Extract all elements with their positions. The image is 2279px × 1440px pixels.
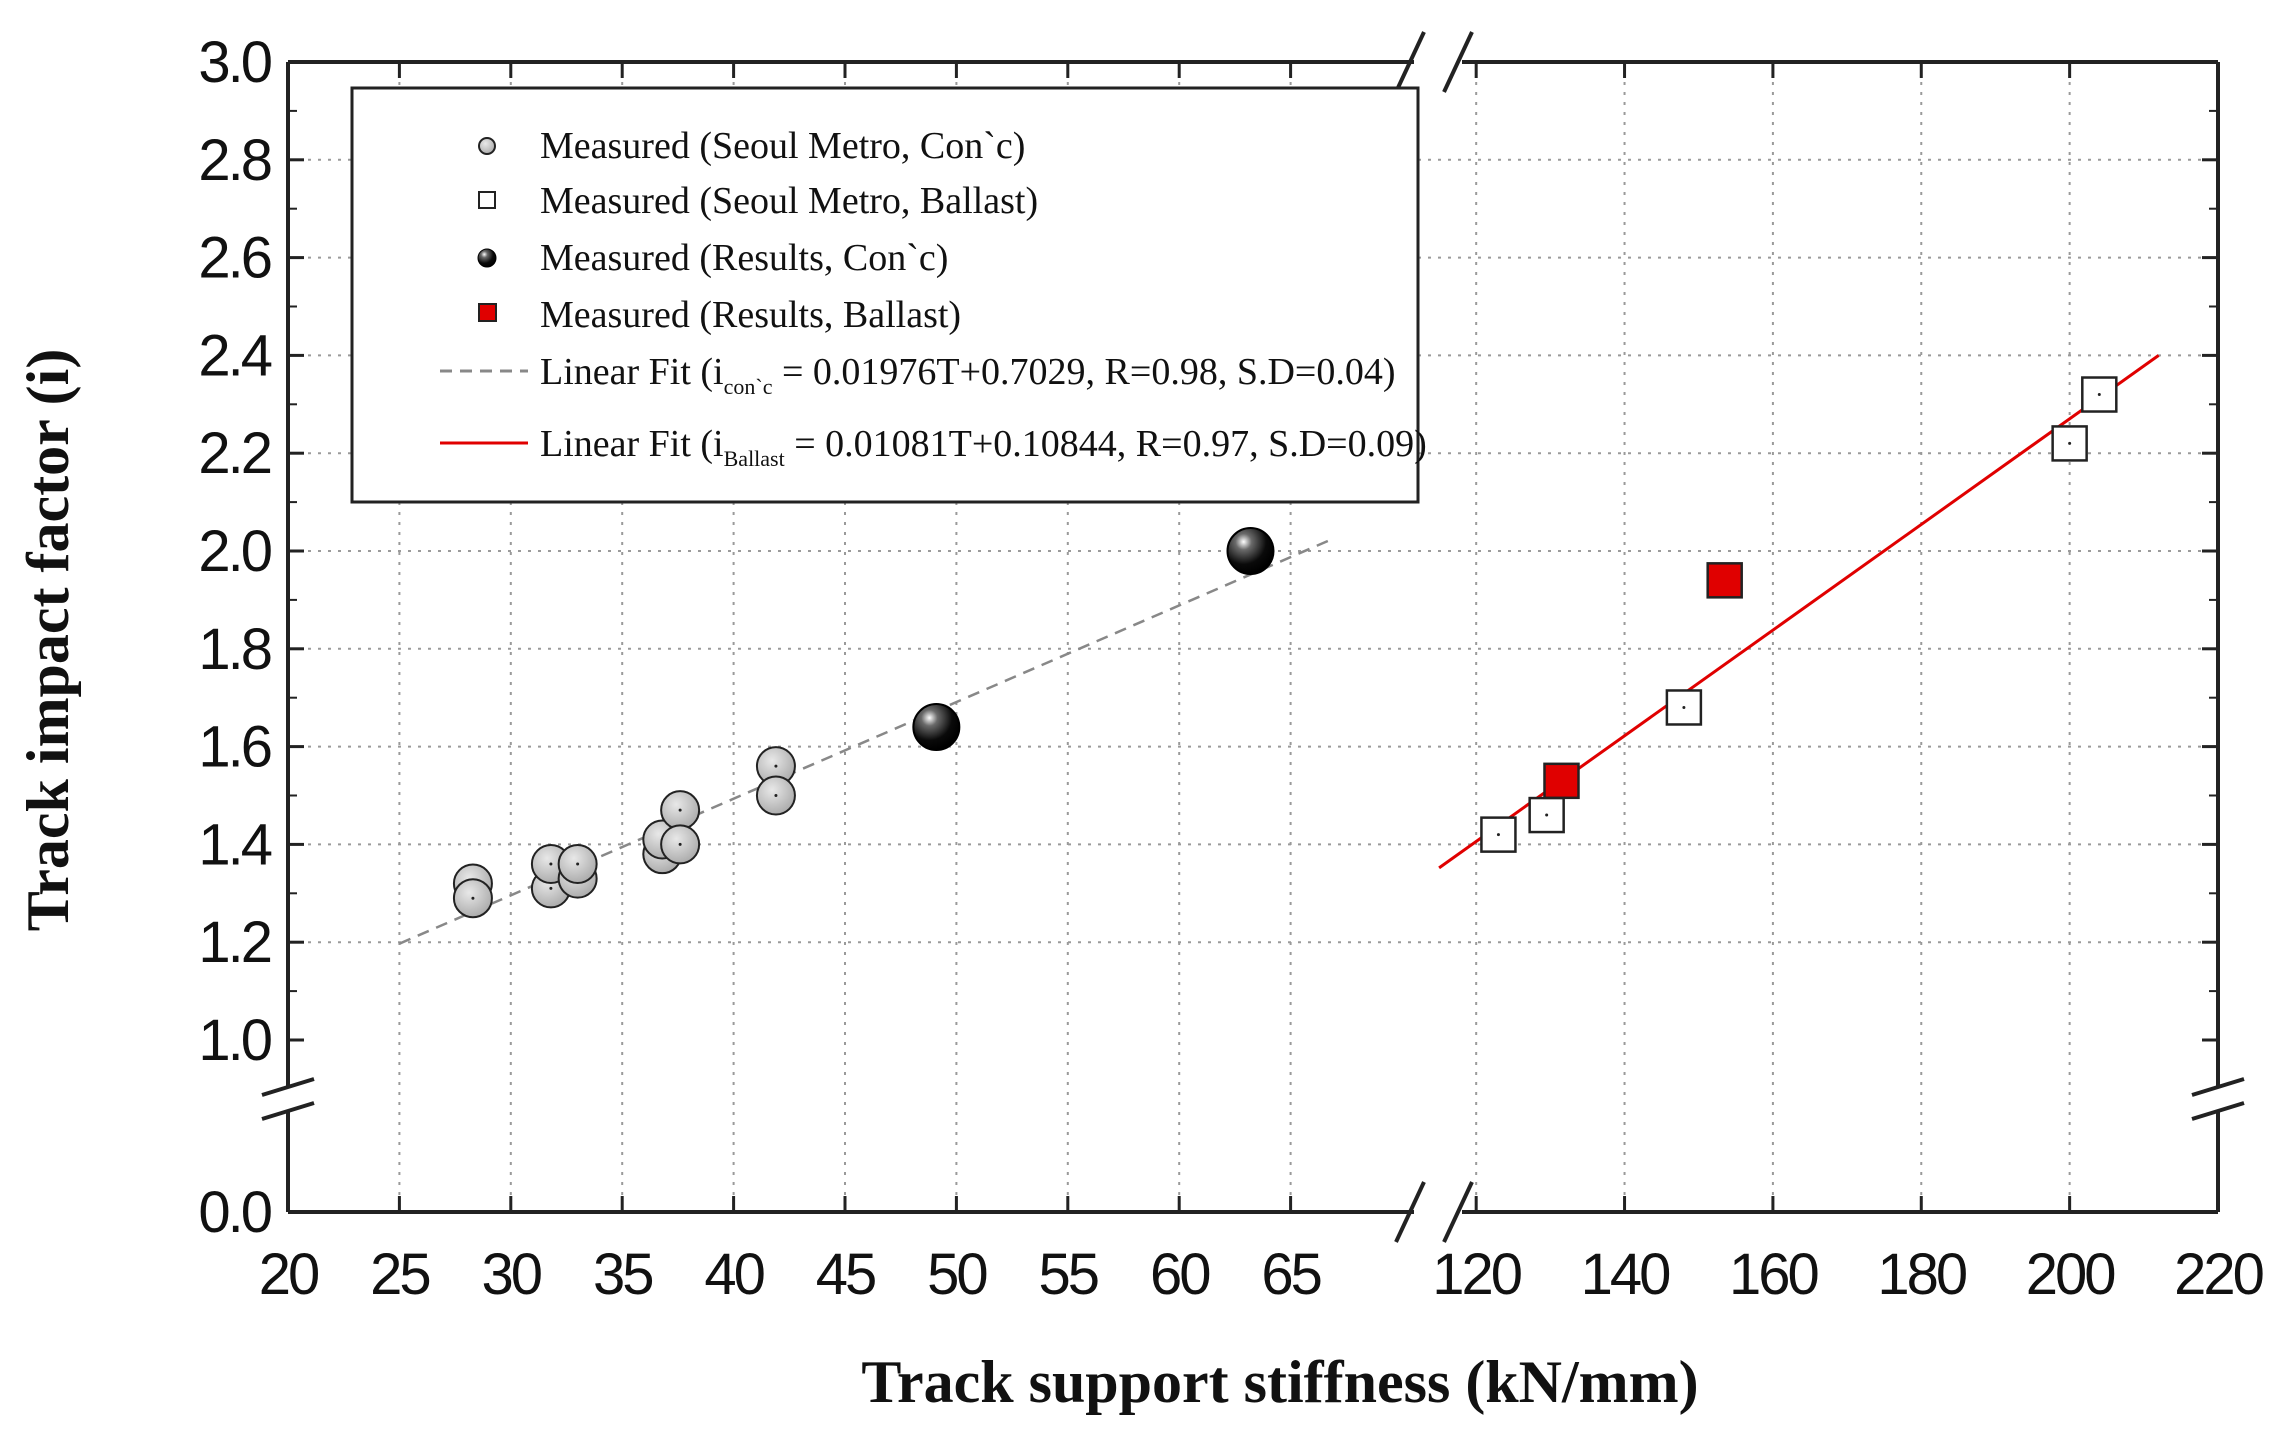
y-tick-label: 1.0 <box>198 1008 270 1073</box>
point-results-ballast <box>1543 762 1580 800</box>
point-seoul-conc-center <box>774 794 778 797</box>
point-results-ballast <box>1706 562 1743 599</box>
x-break-mark <box>1442 31 1474 93</box>
legend-marker-results-conc <box>477 248 497 268</box>
legend-conc-fit-prefix: Linear Fit (i <box>540 351 724 393</box>
x-tick-label: 180 <box>1877 1242 1966 1307</box>
y-tick-label: 1.2 <box>198 910 270 975</box>
y-break-mark <box>261 1077 315 1097</box>
y-tick-labels: 0.0 1.0 1.2 1.4 1.6 1.8 2.0 2.2 2.4 2.6 2.8 3.0 <box>198 30 274 1245</box>
x-tick-label: 220 <box>2174 1242 2263 1307</box>
point-seoul-conc-center <box>576 862 580 866</box>
point-seoul-ballast-center <box>2097 393 2101 397</box>
x-tick-label: 40 <box>704 1242 763 1307</box>
y-tick-label: 1.8 <box>198 617 270 682</box>
x-tick-label: 200 <box>2026 1242 2115 1307</box>
x-tick-label: 50 <box>927 1242 986 1307</box>
y-tick-label: 2.8 <box>198 128 270 193</box>
point-seoul-conc-center <box>678 808 682 812</box>
legend-ballast-fit-prefix: Linear Fit (i <box>540 423 724 465</box>
y-tick-label: 1.4 <box>198 812 271 877</box>
plot-frame <box>261 31 2245 1243</box>
legend-marker-seoul-ballast <box>478 191 496 209</box>
y-tick-label: 0.0 <box>198 1180 270 1245</box>
point-seoul-ballast-center <box>1496 833 1500 837</box>
y-tick-label: 2.6 <box>198 226 270 291</box>
data-points <box>452 376 2118 919</box>
legend-label-results-conc: Measured (Results, Con`c) <box>540 237 948 279</box>
x-break-mark <box>1394 31 1426 93</box>
legend-box <box>350 86 1420 504</box>
x-tick-label: 120 <box>1432 1242 1521 1307</box>
legend-conc-fit-rest: = 0.01976T+0.7029, R=0.98, S.D=0.04) <box>772 351 1395 393</box>
x-break-mark <box>1394 1181 1426 1243</box>
x-break-mark <box>1442 1181 1474 1243</box>
y-tick-label: 3.0 <box>198 30 270 95</box>
y-axis-title: Track impact factor (i) <box>15 349 81 932</box>
y-tick-label: 1.6 <box>198 715 270 780</box>
legend: Measured (Seoul Metro, Con`c) Measured (… <box>350 86 1427 504</box>
legend-ballast-fit-rest: = 0.01081T+0.10844, R=0.97, S.D=0.09) <box>785 423 1427 465</box>
x-tick-labels: 20 25 30 35 40 45 50 55 60 65 120 140 160 180 200 220 <box>259 1242 2266 1307</box>
point-seoul-conc-center <box>549 886 553 890</box>
y-break-mark <box>261 1101 315 1121</box>
point-seoul-conc-center <box>774 764 778 768</box>
x-tick-label: 140 <box>1581 1242 1670 1307</box>
point-seoul-ballast <box>1480 816 1517 853</box>
point-results-conc <box>1226 527 1275 575</box>
legend-label-seoul-conc: Measured (Seoul Metro, Con`c) <box>540 125 1025 167</box>
x-tick-label: 55 <box>1039 1242 1098 1307</box>
point-seoul-conc-center <box>678 842 682 846</box>
x-tick-label: 25 <box>370 1242 429 1307</box>
point-seoul-conc-center <box>549 862 553 866</box>
point-results-conc <box>912 703 961 752</box>
x-tick-label: 65 <box>1261 1242 1320 1307</box>
legend-label-seoul-ballast: Measured (Seoul Metro, Ballast) <box>540 180 1038 222</box>
legend-ballast-fit-sub: Ballast <box>724 446 785 471</box>
x-tick-label: 20 <box>259 1242 318 1307</box>
point-seoul-ballast-center <box>1545 813 1549 817</box>
legend-marker-results-ballast <box>478 303 497 322</box>
x-tick-label: 30 <box>482 1242 541 1307</box>
x-tick-label: 45 <box>816 1242 875 1307</box>
x-tick-label: 60 <box>1150 1242 1209 1307</box>
legend-conc-fit-sub: con`c <box>724 374 773 399</box>
y-break-mark <box>2191 1101 2245 1121</box>
legend-label-results-ballast: Measured (Results, Ballast) <box>540 294 961 336</box>
y-break-mark <box>2191 1077 2245 1097</box>
legend-label-ballast-fit: Linear Fit (iBallast = 0.01081T+0.10844,… <box>540 423 1427 471</box>
legend-label-conc-fit: Linear Fit (icon`c = 0.01976T+0.7029, R=… <box>540 351 1396 399</box>
legend-marker-seoul-conc <box>478 137 496 155</box>
x-axis-title: Track support stiffness (kN/mm) <box>861 1349 1698 1415</box>
point-seoul-ballast-center <box>1682 705 1686 709</box>
y-tick-label: 2.0 <box>198 519 270 584</box>
point-seoul-conc-center <box>471 896 475 900</box>
point-seoul-ballast-center <box>2068 441 2072 445</box>
y-tick-label: 2.2 <box>198 421 270 486</box>
y-tick-label: 2.4 <box>198 323 271 388</box>
x-tick-label: 35 <box>593 1242 652 1307</box>
x-tick-label: 160 <box>1729 1242 1818 1307</box>
